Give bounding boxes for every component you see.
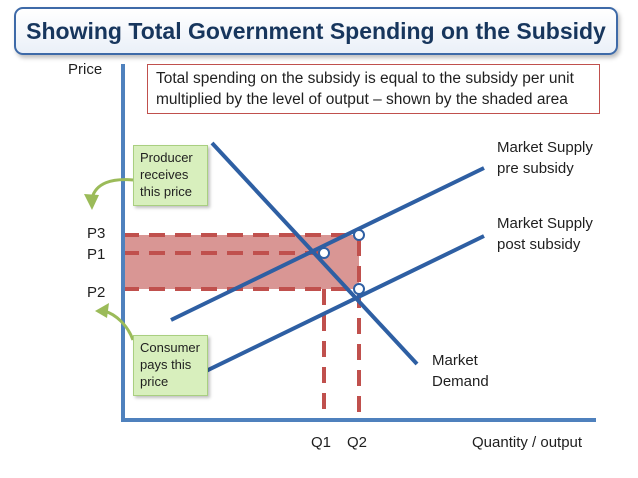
equilibrium-post-point (353, 283, 365, 295)
p2-label: P2 (87, 284, 106, 301)
diagram-title: Showing Total Government Spending on the… (26, 17, 606, 44)
consumer-arrow-icon (103, 309, 135, 341)
q2-label: Q2 (347, 434, 368, 451)
title-box: Showing Total Government Spending on the… (14, 7, 618, 55)
producer-arrow-head-icon (84, 194, 99, 210)
p3-label: P3 (87, 225, 106, 242)
producer-callout: Producer receives this price (133, 145, 208, 206)
demand-label: Market Demand (432, 352, 489, 390)
equilibrium-pre-point (318, 247, 330, 259)
y-axis-label: Price (68, 61, 103, 78)
x-axis-label: Quantity / output (472, 434, 583, 451)
consumer-callout: Consumer pays this price (133, 335, 208, 396)
supply-pre-subsidy-curve (170, 166, 485, 322)
supply-post-subsidy-curve (170, 234, 485, 390)
supply-pre-label: Market Supply pre subsidy (497, 139, 593, 177)
consumer-arrow-head-icon (95, 303, 109, 318)
p1-label: P1 (87, 246, 106, 263)
producer-price-point (353, 229, 365, 241)
spending-note: Total spending on the subsidy is equal t… (147, 64, 600, 114)
q1-label: Q1 (311, 434, 332, 451)
producer-arrow-icon (90, 178, 134, 199)
supply-post-label: Market Supply post subsidy (497, 215, 593, 253)
demand-curve (210, 141, 419, 366)
